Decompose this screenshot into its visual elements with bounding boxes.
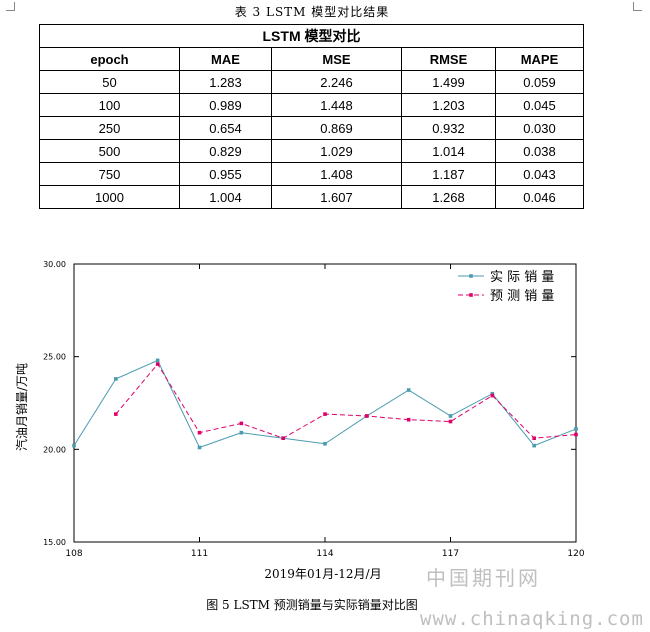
series-1-point (281, 436, 285, 441)
y-tick-label: 15.00 (43, 538, 66, 547)
table-cell: 1.187 (401, 162, 496, 186)
y-axis-label: 汽油月销量/万吨 (14, 363, 29, 451)
series-line-1 (115, 363, 577, 439)
table-header-row: epoch MAE MSE RMSE MAPE (39, 47, 584, 71)
series-0-point (490, 391, 495, 396)
corner-crop-mark-left (6, 2, 15, 11)
series-0-point (323, 441, 327, 446)
table-cell: 1.004 (179, 185, 272, 209)
series-1-point (323, 412, 327, 416)
x-tick-label: 108 (65, 549, 82, 559)
series-0-point (239, 430, 244, 435)
table-row: 1000 1.004 1.607 1.268 0.046 (39, 185, 584, 209)
series-1-point (574, 432, 578, 437)
table-caption: 表 3 LSTM 模型对比结果 (234, 5, 390, 19)
x-tick-label: 114 (316, 549, 333, 559)
corner-crop-mark-right (633, 2, 642, 11)
legend-marker-1 (469, 293, 473, 297)
table-cell: 0.932 (401, 116, 496, 140)
table-cell: 0.046 (495, 185, 584, 209)
series-0-point (574, 427, 578, 431)
y-tick-label: 20.00 (43, 445, 66, 454)
column-header: MSE (271, 47, 402, 71)
table-row: 50 1.283 2.246 1.499 0.059 (39, 70, 584, 94)
table-cell: 1.268 (401, 185, 496, 209)
series-1-point (406, 417, 411, 422)
table-row: 750 0.955 1.408 1.187 0.043 (39, 162, 584, 186)
table-cell: 0.829 (179, 139, 272, 163)
x-tick-label: 120 (567, 549, 584, 559)
watermark-site-name: 中国期刊网 (426, 566, 541, 590)
series-0-point (532, 443, 536, 448)
table-cell: 0.989 (179, 93, 272, 117)
series-0-point (155, 358, 160, 363)
sales-comparison-chart: 108 111 114 117 120 15.00 20.00 25.00 30.00 2019年… (14, 260, 585, 581)
watermark-url: www.chinaqking.com (420, 608, 644, 630)
figure-caption: 图 5 LSTM 预测销量与实际销量对比图 (206, 598, 418, 612)
legend-marker-0 (469, 274, 473, 278)
table-row: 250 0.654 0.869 0.932 0.030 (39, 116, 584, 140)
x-tick-label: 117 (442, 549, 459, 559)
table-cell: 750 (39, 162, 180, 186)
table-cell: 1.029 (271, 139, 402, 163)
table-cell: 0.955 (179, 162, 272, 186)
series-0-point (197, 445, 202, 450)
legend-label-1: 预 测 销 量 (490, 289, 554, 304)
table-cell: 0.043 (495, 162, 584, 186)
plot-frame (73, 263, 577, 543)
table-cell: 1.014 (401, 139, 496, 163)
table-cell: 1000 (39, 185, 180, 209)
table-cell: 1.607 (271, 185, 402, 209)
table-cell: 250 (39, 116, 180, 140)
table-cell: 0.059 (495, 70, 584, 94)
series-1-point (365, 414, 369, 418)
series-1-point (532, 436, 536, 441)
lstm-comparison-table: LSTM 模型对比 epoch MAE MSE RMSE MAPE 50 1.2… (39, 24, 584, 209)
legend-label-0: 实 际 销 量 (490, 270, 554, 285)
column-header: RMSE (401, 47, 496, 71)
table-cell: 0.045 (495, 93, 584, 117)
table-cell: 0.038 (495, 139, 584, 163)
y-tick-label: 25.00 (43, 353, 66, 362)
series-0-point (448, 414, 453, 418)
table-cell: 0.869 (271, 116, 402, 140)
table-cell: 1.499 (401, 70, 496, 94)
table-title: LSTM 模型对比 (39, 24, 584, 48)
table-cell: 1.283 (179, 70, 272, 94)
series-1-point (197, 430, 202, 435)
y-tick-label: 30.00 (43, 260, 66, 269)
table-cell: 50 (39, 70, 180, 94)
table-cell: 0.654 (179, 116, 272, 140)
table-cell: 1.408 (271, 162, 402, 186)
table-row: 500 0.829 1.029 1.014 0.038 (39, 139, 584, 163)
table-cell: 100 (39, 93, 180, 117)
series-1-point (490, 393, 495, 398)
table-cell: 2.246 (271, 70, 402, 94)
series-1-point (239, 421, 244, 426)
series-1-point (114, 412, 118, 416)
x-axis-label: 2019年01月-12月/月 (264, 567, 381, 581)
series-0-point (72, 443, 76, 448)
table-cell: 0.030 (495, 116, 584, 140)
series-0-point (406, 388, 411, 392)
column-header: MAE (179, 47, 272, 71)
series-0-point (114, 377, 118, 381)
column-header: MAPE (495, 47, 584, 71)
table-cell: 500 (39, 139, 180, 163)
table-row: 100 0.989 1.448 1.203 0.045 (39, 93, 584, 117)
column-header: epoch (39, 47, 180, 71)
x-tick-label: 111 (191, 549, 208, 559)
table-cell: 1.203 (401, 93, 496, 117)
series-1-point (155, 362, 160, 366)
series-1-point (448, 419, 453, 424)
table-cell: 1.448 (271, 93, 402, 117)
